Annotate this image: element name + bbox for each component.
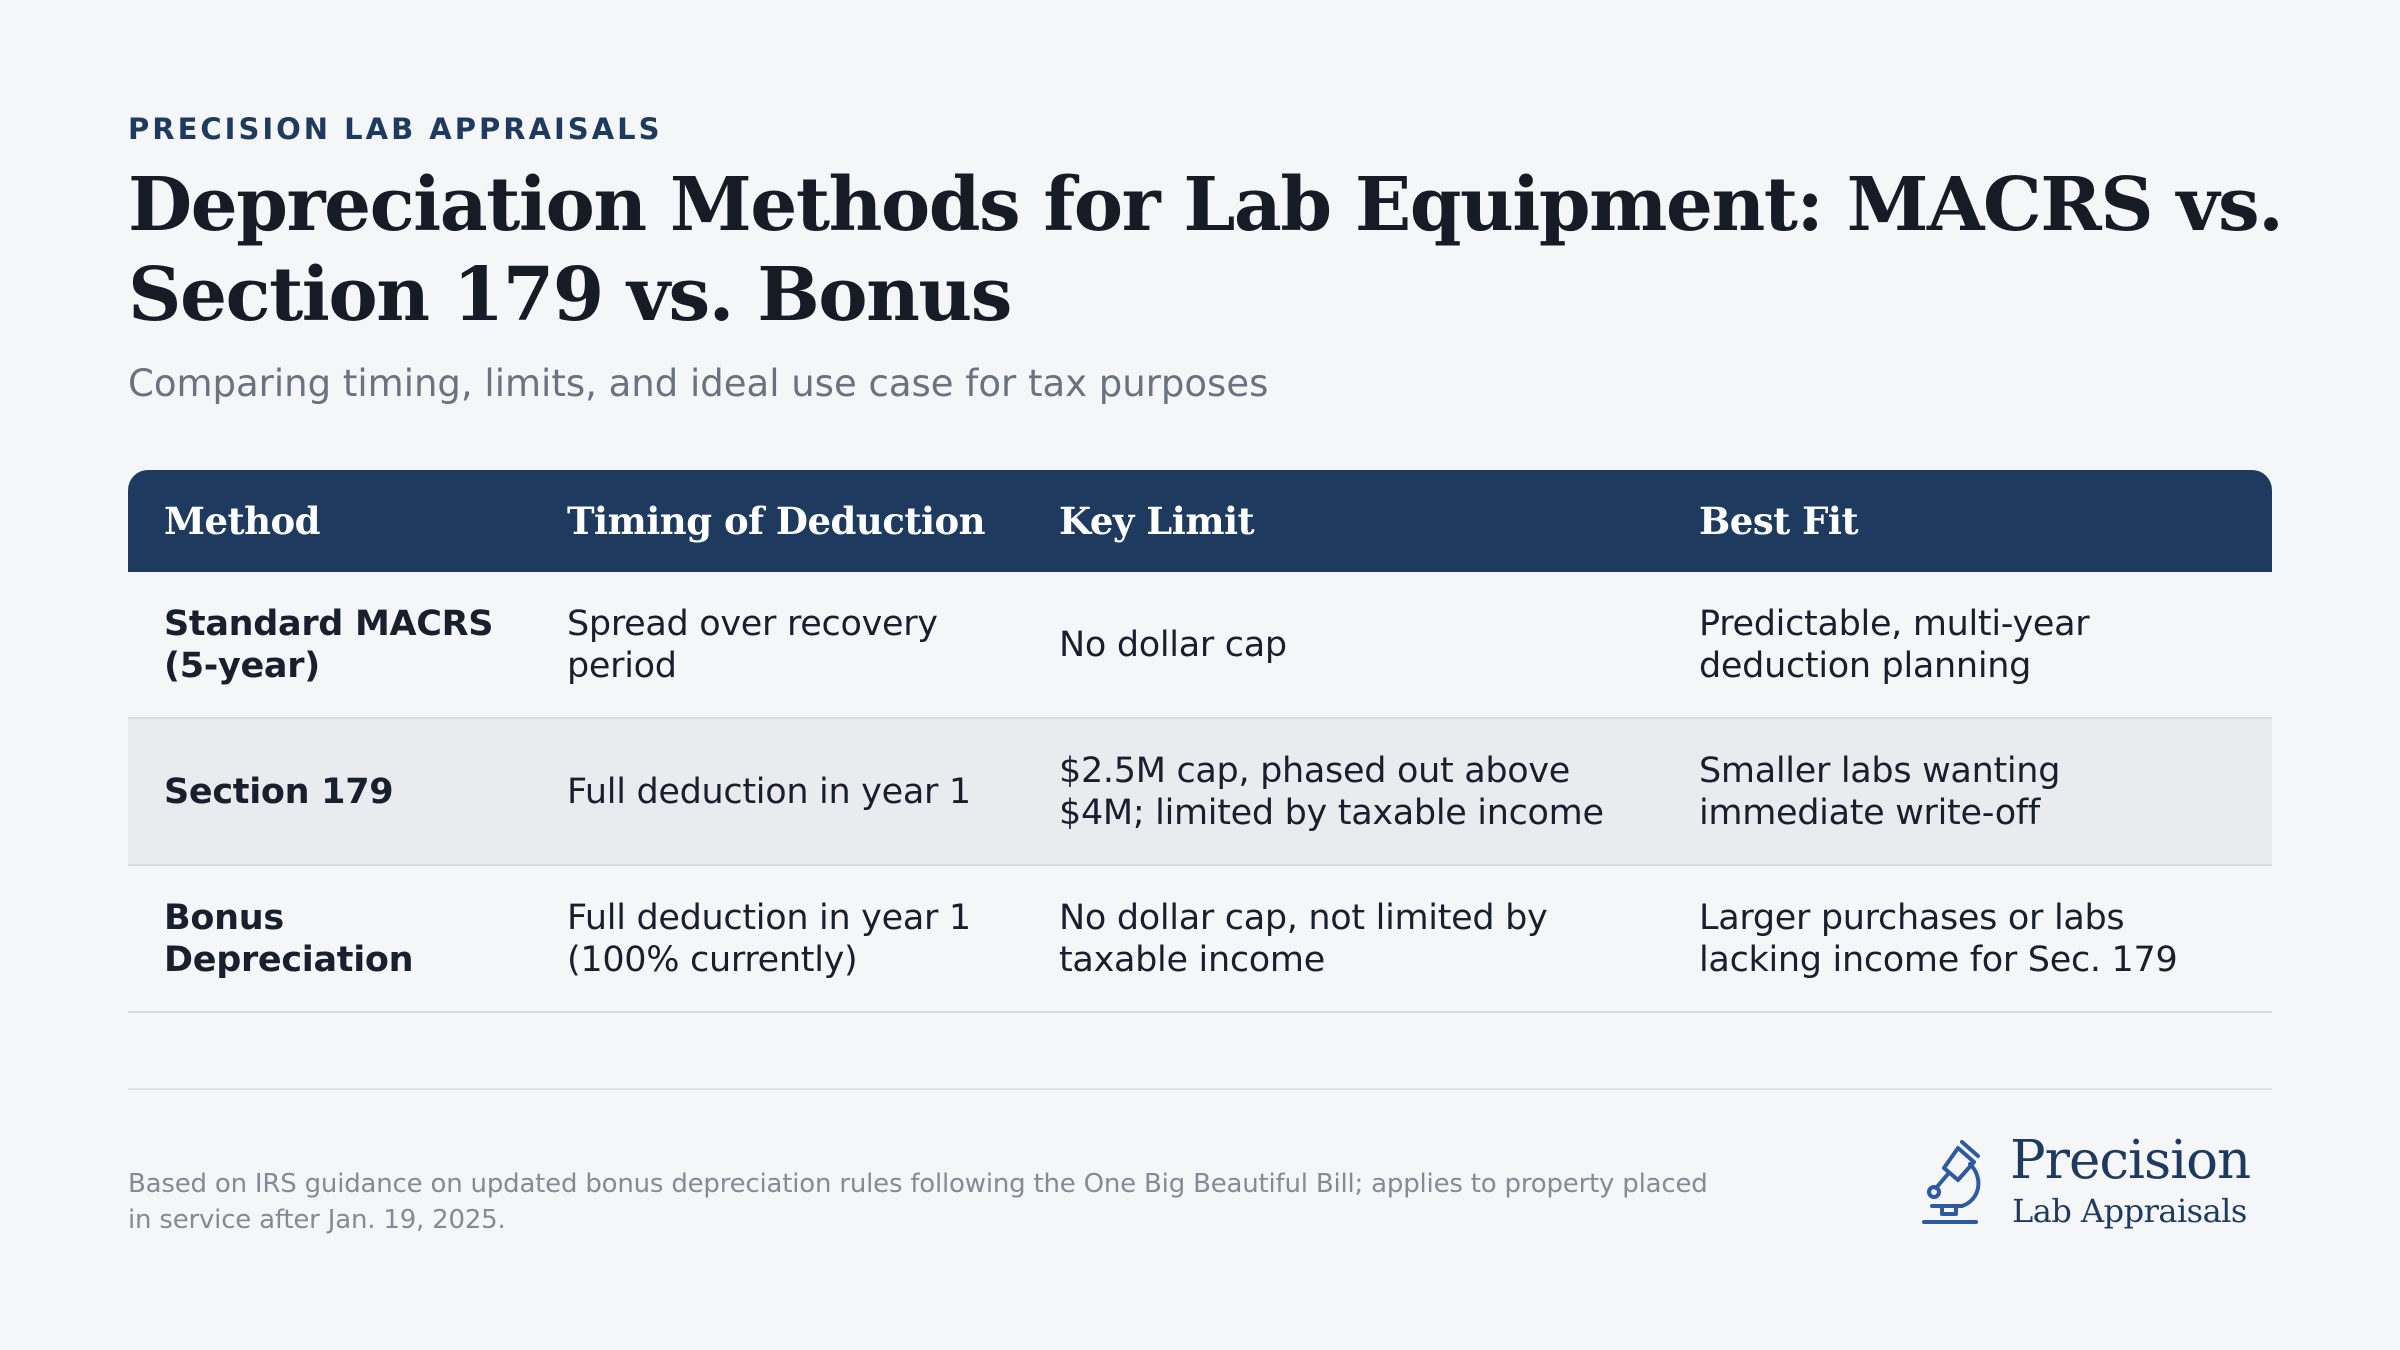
table-row: Standard MACRS (5-year) Spread over reco… bbox=[128, 572, 2272, 719]
cell-best-fit: Smaller labs wanting immediate write-off bbox=[1699, 750, 2061, 833]
cell-timing: Spread over recovery period bbox=[567, 603, 938, 686]
comparison-table: Method Timing of Deduction Key Limit Bes… bbox=[128, 470, 2272, 1013]
table-row: Section 179 Full deduction in year 1 $2.… bbox=[128, 719, 2272, 866]
table-header: Method Timing of Deduction Key Limit Bes… bbox=[128, 470, 2272, 572]
microscope-icon bbox=[1922, 1140, 1981, 1224]
brand-eyebrow: PRECISION LAB APPRAISALS bbox=[128, 112, 663, 146]
column-header-method: Method bbox=[164, 499, 321, 543]
logo-wordmark: Precision bbox=[2010, 1130, 2251, 1191]
cell-key-limit: No dollar cap, not limited by taxable in… bbox=[1059, 897, 1548, 980]
cell-key-limit: No dollar cap bbox=[1059, 624, 1287, 665]
cell-best-fit: Larger purchases or labs lacking income … bbox=[1699, 897, 2178, 980]
cell-method: Section 179 bbox=[164, 771, 394, 812]
cell-best-fit: Predictable, multi-year deduction planni… bbox=[1699, 603, 2090, 686]
column-header-key-limit: Key Limit bbox=[1059, 499, 1255, 543]
table-row: Bonus Depreciation Full deduction in yea… bbox=[128, 866, 2272, 1013]
footer-divider bbox=[128, 1088, 2272, 1090]
cell-method: Standard MACRS (5-year) bbox=[164, 603, 494, 686]
cell-method: Bonus Depreciation bbox=[164, 897, 414, 980]
source-footnote: Based on IRS guidance on updated bonus d… bbox=[128, 1169, 1708, 1235]
logo-subtitle: Lab Appraisals bbox=[2012, 1192, 2247, 1230]
page-title: Depreciation Methods for Lab Equipment: … bbox=[128, 162, 2284, 338]
cell-timing: Full deduction in year 1 bbox=[567, 771, 971, 812]
brand-logo: Precision Lab Appraisals bbox=[1918, 1130, 2251, 1230]
column-header-best-fit: Best Fit bbox=[1699, 499, 1859, 543]
cell-key-limit: $2.5M cap, phased out above $4M; limited… bbox=[1059, 750, 1604, 833]
cell-timing: Full deduction in year 1 (100% currently… bbox=[567, 897, 971, 980]
column-header-timing: Timing of Deduction bbox=[567, 499, 986, 543]
page-subtitle: Comparing timing, limits, and ideal use … bbox=[128, 362, 1269, 405]
